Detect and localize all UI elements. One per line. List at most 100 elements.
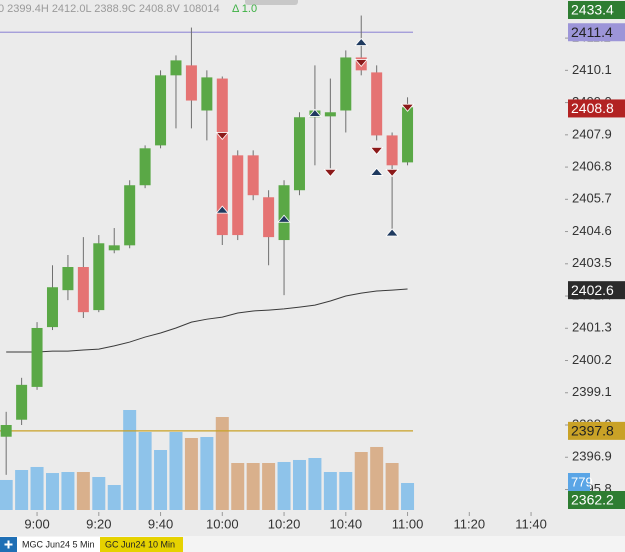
up-marker xyxy=(215,205,230,214)
down-marker xyxy=(400,103,415,112)
volume-bar xyxy=(30,466,44,510)
price-label: 2433.4 xyxy=(571,2,614,18)
down-marker xyxy=(354,59,369,68)
volume-bar xyxy=(107,485,121,510)
price-label: 2397.8 xyxy=(571,423,614,439)
volume-bar xyxy=(246,462,260,510)
plus-icon xyxy=(4,540,13,549)
price-label: 2411.4 xyxy=(571,24,613,40)
volume-bar xyxy=(277,461,291,510)
candle-body xyxy=(77,267,89,313)
up-marker xyxy=(369,167,384,176)
candle-body xyxy=(139,148,151,186)
price-label-box xyxy=(568,1,625,19)
moving-average xyxy=(6,288,408,353)
y-tick-label: 2396.9 xyxy=(572,449,612,464)
candle-body xyxy=(324,112,336,117)
up-marker xyxy=(354,37,369,46)
y-tick-label: 2407.9 xyxy=(572,126,612,141)
tab-label: GC Jun24 10 Min xyxy=(105,539,175,549)
candle-body xyxy=(108,245,120,251)
ohlc-readout: 0 2399.4H 2412.0L 2388.9C 2408.8V 108014 xyxy=(0,3,220,15)
x-tick-label: 11:00 xyxy=(392,516,424,531)
x-tick-label: 9:40 xyxy=(148,516,173,531)
volume-bar xyxy=(154,450,168,510)
price-label-box xyxy=(568,421,625,440)
down-marker xyxy=(369,146,384,155)
tab[interactable] xyxy=(100,537,183,552)
price-label-box xyxy=(568,491,625,509)
candle-body xyxy=(216,78,228,236)
volume-bar xyxy=(339,472,353,510)
x-tick-label: 11:20 xyxy=(454,516,486,531)
candle-body xyxy=(371,72,383,136)
candle-body xyxy=(31,327,43,387)
volume-bar xyxy=(370,446,384,510)
volume-bar xyxy=(385,462,399,510)
x-tick-label: 9:20 xyxy=(86,516,111,531)
volume-bar xyxy=(76,472,90,510)
tab[interactable] xyxy=(17,537,100,552)
candle-body xyxy=(263,197,275,238)
candle-body xyxy=(170,60,182,76)
x-tick-label: 9:00 xyxy=(24,516,49,531)
candle-body xyxy=(201,77,213,111)
volume-bar xyxy=(354,452,368,510)
candle-body xyxy=(93,243,105,311)
up-marker xyxy=(277,214,291,223)
volume-bar xyxy=(262,462,276,510)
volume-bar xyxy=(123,410,137,510)
volume-bar xyxy=(184,438,198,510)
candle-body xyxy=(124,185,136,246)
candle-body xyxy=(0,425,12,437)
x-tick-label: 10:40 xyxy=(330,516,363,531)
change-readout: Δ 1.0 xyxy=(232,3,257,15)
y-tick-label: 2404.6 xyxy=(572,223,612,238)
x-tick-label: 10:20 xyxy=(268,516,301,531)
volume-bar xyxy=(138,432,152,510)
volume-bar xyxy=(0,479,13,510)
candle-body xyxy=(386,135,398,166)
price-label-box xyxy=(568,23,625,42)
y-tick-label: 2406.8 xyxy=(572,159,612,174)
volume-label: 779 xyxy=(571,474,593,489)
volume-bar xyxy=(61,472,75,510)
y-tick-label: 2405.7 xyxy=(572,191,612,206)
x-tick-label: 11:40 xyxy=(515,516,547,531)
candle-body xyxy=(16,384,28,420)
volume-bar xyxy=(401,482,415,510)
down-marker xyxy=(215,132,230,141)
y-tick-label: 2401.3 xyxy=(572,320,612,335)
x-tick-label: 10:00 xyxy=(206,516,239,531)
y-tick-label: 2400.2 xyxy=(572,352,612,367)
volume-bar xyxy=(323,472,337,510)
candle-body xyxy=(293,117,305,191)
volume-bar xyxy=(215,417,229,510)
candle-body xyxy=(46,287,58,328)
price-label-box xyxy=(568,281,625,300)
price-label-box xyxy=(568,99,625,118)
candle-body xyxy=(402,107,414,163)
volume-bar xyxy=(292,459,306,510)
volume-bar xyxy=(169,432,183,510)
candle-body xyxy=(62,267,74,291)
toggle-button[interactable] xyxy=(245,0,298,5)
price-label: 2362.2 xyxy=(571,492,614,508)
down-marker xyxy=(385,168,399,177)
candle-body xyxy=(185,65,197,101)
volume-bar xyxy=(45,473,59,510)
candle-body xyxy=(340,57,352,111)
volume-bar xyxy=(15,470,29,510)
volume-bar xyxy=(308,458,322,510)
up-marker xyxy=(385,228,399,237)
up-marker xyxy=(308,108,322,117)
y-tick-label: 2410.1 xyxy=(572,62,612,77)
volume-bar xyxy=(92,477,106,510)
y-tick-label: 2403.5 xyxy=(572,255,612,270)
down-marker xyxy=(323,168,338,177)
candle-body xyxy=(278,185,290,241)
volume-label-box xyxy=(568,472,590,491)
y-tick-label: 2399.1 xyxy=(572,384,612,399)
price-label: 2402.6 xyxy=(571,282,614,298)
